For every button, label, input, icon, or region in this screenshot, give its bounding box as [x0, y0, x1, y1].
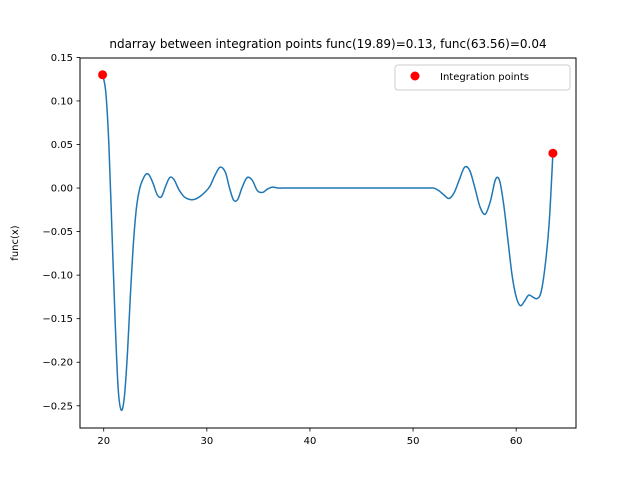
legend-label: Integration points: [440, 72, 529, 83]
legend-marker: [410, 71, 420, 81]
y-tick-label: −0.25: [42, 401, 73, 412]
y-tick-label: 0.10: [51, 96, 73, 107]
x-tick-label: 60: [510, 436, 523, 447]
y-axis-label: func(x): [10, 225, 21, 261]
y-tick-label: 0.15: [51, 53, 73, 64]
integration-point: [548, 148, 558, 158]
x-tick-label: 20: [97, 436, 110, 447]
series-line: [101, 74, 554, 412]
y-tick-label: −0.05: [42, 227, 73, 238]
y-tick-label: 0.05: [51, 140, 73, 151]
y-tick-label: −0.15: [42, 314, 73, 325]
y-tick-label: −0.20: [42, 358, 73, 369]
x-tick-label: 40: [304, 436, 317, 447]
legend-box: [394, 64, 571, 91]
x-tick-label: 50: [407, 436, 420, 447]
integration-point: [98, 70, 108, 80]
plot-frame: [79, 57, 577, 429]
y-tick-label: −0.10: [42, 271, 73, 282]
chart-title: ndarray between integration points func(…: [109, 37, 546, 51]
legend: Integration points: [394, 64, 571, 91]
y-tick-label: 0.00: [51, 184, 73, 195]
x-tick-label: 30: [200, 436, 213, 447]
